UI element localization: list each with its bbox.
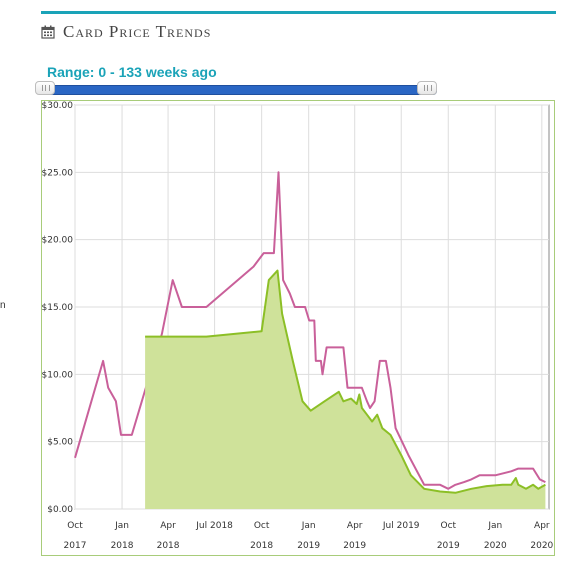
x-tick-year-label: 2018 [111, 541, 134, 551]
series-line-0 [74, 171, 546, 490]
x-tick-label: Oct [254, 521, 270, 531]
y-tick-label: $5.00 [47, 438, 73, 448]
calendar-icon [41, 25, 55, 39]
x-tick-label: Oct [440, 521, 456, 531]
x-tick-year-label: 2019 [437, 541, 460, 551]
x-tick-label: Jan [301, 521, 316, 531]
series-line-1 [145, 269, 546, 494]
y-tick-label: $20.00 [42, 236, 74, 246]
x-tick-label: Jan [487, 521, 502, 531]
y-tick-label: $0.00 [47, 505, 73, 515]
x-tick-year-label: 2020 [484, 541, 507, 551]
x-tick-year-label: 2020 [530, 541, 553, 551]
x-tick-label: Apr [160, 521, 176, 531]
range-slider-start-handle[interactable] [35, 81, 55, 95]
x-tick-label: Apr [534, 521, 550, 531]
chart-frame [41, 100, 555, 556]
series-area-1 [145, 270, 546, 509]
y-tick-label: $15.00 [42, 303, 74, 313]
price-trend-chart: $0.00 $5.00 $10.00 $15.00 $20.00 $25.00 $30.00… [41, 100, 555, 556]
x-tick-year-label: 2018 [250, 541, 273, 551]
x-tick-label: Apr [347, 521, 363, 531]
range-label: Range: 0 - 133 weeks ago [47, 64, 217, 80]
y-tick-label: $30.00 [42, 101, 74, 111]
x-tick-label: Jul 2019 [382, 521, 420, 531]
x-tick-year-label: 2018 [157, 541, 180, 551]
x-tick-year-label: 2019 [297, 541, 320, 551]
header-rule [41, 11, 556, 14]
card-price-trends-header: Card Price Trends [41, 21, 211, 43]
y-tick-label: $25.00 [42, 168, 74, 178]
x-tick-label: Jan [114, 521, 129, 531]
grip-icon [424, 85, 432, 91]
range-slider-track[interactable] [41, 85, 437, 95]
edge-text: n [0, 300, 6, 311]
x-tick-year-label: 2017 [64, 541, 87, 551]
grip-icon [42, 85, 50, 91]
x-tick-label: Oct [67, 521, 83, 531]
page-title: Card Price Trends [63, 22, 212, 41]
x-tick-label: Jul 2018 [195, 521, 233, 531]
range-slider-end-handle[interactable] [417, 81, 437, 95]
x-tick-year-label: 2019 [343, 541, 366, 551]
y-tick-label: $10.00 [42, 370, 74, 380]
